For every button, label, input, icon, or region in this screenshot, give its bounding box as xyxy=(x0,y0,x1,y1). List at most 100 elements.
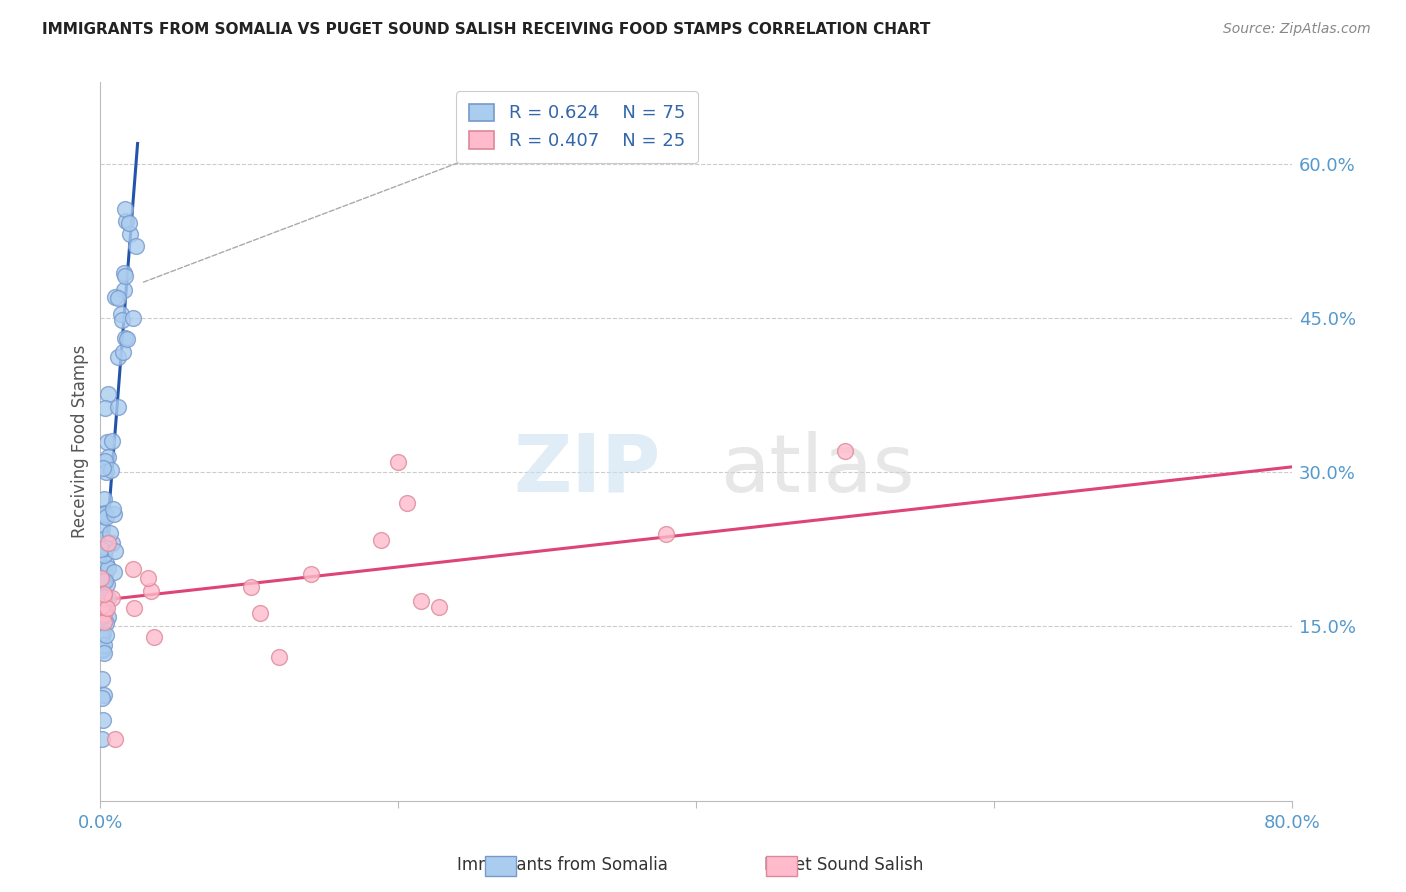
Point xyxy=(90,731,112,746)
Point xyxy=(104,544,127,558)
Point xyxy=(103,507,125,521)
Point xyxy=(93,688,115,702)
Point xyxy=(115,332,138,346)
Point xyxy=(90,641,112,656)
Point xyxy=(110,307,132,321)
Point xyxy=(97,560,120,574)
Legend: R = 0.624    N = 75, R = 0.407    N = 25: R = 0.624 N = 75, R = 0.407 N = 25 xyxy=(456,91,697,163)
Point xyxy=(97,591,120,605)
Point xyxy=(97,610,120,624)
Point xyxy=(112,265,135,279)
Point xyxy=(91,690,114,705)
Text: atlas: atlas xyxy=(720,431,914,509)
Point xyxy=(93,638,115,652)
Point xyxy=(121,562,143,576)
Point xyxy=(90,570,112,584)
Point xyxy=(93,587,115,601)
Point xyxy=(93,603,115,617)
Point xyxy=(91,713,114,727)
Point xyxy=(118,227,141,241)
Point xyxy=(93,615,115,629)
Text: IMMIGRANTS FROM SOMALIA VS PUGET SOUND SALISH RECEIVING FOOD STAMPS CORRELATION : IMMIGRANTS FROM SOMALIA VS PUGET SOUND S… xyxy=(42,22,931,37)
Point xyxy=(387,455,409,469)
Point xyxy=(93,607,115,622)
Point xyxy=(91,461,114,475)
Point xyxy=(395,496,418,510)
Point xyxy=(370,533,392,547)
Point xyxy=(114,202,136,216)
Point xyxy=(93,590,115,604)
Point xyxy=(91,538,114,552)
Point xyxy=(138,571,160,585)
Point xyxy=(114,331,136,345)
Point xyxy=(93,401,115,415)
Point xyxy=(122,311,145,326)
Point xyxy=(97,450,120,464)
Point xyxy=(96,577,118,591)
Point xyxy=(104,731,127,746)
Point xyxy=(91,643,114,657)
Point xyxy=(104,291,127,305)
Point xyxy=(97,536,120,550)
Point xyxy=(101,434,124,448)
Point xyxy=(90,627,112,641)
Text: Source: ZipAtlas.com: Source: ZipAtlas.com xyxy=(1223,22,1371,37)
Point xyxy=(100,463,122,477)
Point xyxy=(299,566,322,581)
Point xyxy=(429,600,451,615)
Point xyxy=(90,541,112,556)
Text: Immigrants from Somalia: Immigrants from Somalia xyxy=(457,856,668,874)
Point xyxy=(93,548,115,562)
Point xyxy=(118,216,141,230)
Point xyxy=(93,646,115,660)
Point xyxy=(107,350,129,364)
Point xyxy=(103,565,125,579)
Point xyxy=(101,591,124,606)
Point xyxy=(90,591,112,606)
Point xyxy=(91,574,114,588)
Point xyxy=(111,312,134,326)
Point xyxy=(409,594,432,608)
Point xyxy=(249,606,271,620)
Point xyxy=(93,507,115,521)
Point xyxy=(100,536,122,550)
Point xyxy=(94,506,117,520)
Point xyxy=(94,616,117,631)
Point xyxy=(267,649,290,664)
Point xyxy=(91,574,114,588)
Point xyxy=(90,602,112,616)
Point xyxy=(101,502,124,516)
Point xyxy=(91,576,114,591)
Point xyxy=(111,344,134,359)
Point xyxy=(96,541,118,555)
Point xyxy=(90,672,112,686)
Text: ZIP: ZIP xyxy=(513,431,661,509)
Point xyxy=(96,557,118,571)
Point xyxy=(139,584,162,599)
Point xyxy=(94,453,117,467)
Point xyxy=(94,628,117,642)
Point xyxy=(93,594,115,608)
Point xyxy=(93,492,115,507)
Point xyxy=(96,600,118,615)
Y-axis label: Receiving Food Stamps: Receiving Food Stamps xyxy=(72,344,89,538)
Point xyxy=(93,626,115,640)
Point xyxy=(114,268,136,283)
Point xyxy=(834,444,856,458)
Point xyxy=(93,532,115,546)
Point xyxy=(97,387,120,401)
Point xyxy=(107,291,129,305)
Point xyxy=(91,608,114,623)
Point xyxy=(90,521,112,535)
Point xyxy=(143,631,166,645)
Point xyxy=(239,580,262,594)
Text: Puget Sound Salish: Puget Sound Salish xyxy=(763,856,924,874)
Point xyxy=(96,435,118,450)
Point xyxy=(98,526,121,541)
Point xyxy=(91,508,114,523)
Point xyxy=(90,616,112,631)
Point xyxy=(125,239,148,253)
Point xyxy=(91,599,114,613)
Point xyxy=(94,574,117,589)
Point xyxy=(94,567,117,582)
